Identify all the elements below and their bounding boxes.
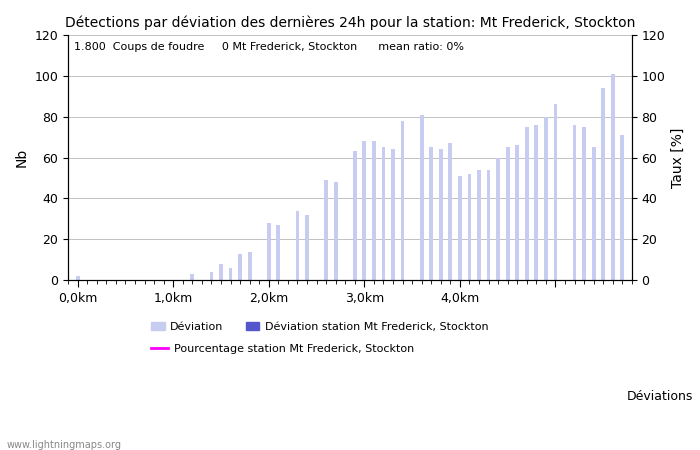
- Bar: [486, 170, 491, 280]
- Bar: [276, 225, 280, 280]
- Title: Détections par déviation des dernières 24h pour la station: Mt Frederick, Stockt: Détections par déviation des dernières 2…: [65, 15, 635, 30]
- Bar: [190, 274, 195, 280]
- Bar: [334, 182, 337, 280]
- Bar: [305, 215, 309, 280]
- Bar: [382, 147, 386, 280]
- Bar: [363, 141, 366, 280]
- Bar: [267, 223, 271, 280]
- Bar: [400, 121, 405, 280]
- Bar: [620, 135, 624, 280]
- Bar: [391, 149, 395, 280]
- Text: www.lightningmaps.org: www.lightningmaps.org: [7, 440, 122, 450]
- Bar: [477, 170, 481, 280]
- Y-axis label: Taux [%]: Taux [%]: [671, 127, 685, 188]
- Bar: [544, 117, 548, 280]
- Bar: [324, 180, 328, 280]
- Bar: [601, 88, 605, 280]
- Bar: [505, 147, 510, 280]
- Bar: [611, 74, 615, 280]
- Bar: [554, 104, 557, 280]
- Bar: [534, 125, 538, 280]
- Y-axis label: Nb: Nb: [15, 148, 29, 167]
- Bar: [420, 115, 424, 280]
- Bar: [248, 252, 251, 280]
- Bar: [515, 145, 519, 280]
- Legend: Pourcentage station Mt Frederick, Stockton: Pourcentage station Mt Frederick, Stockt…: [147, 340, 419, 359]
- Bar: [238, 254, 242, 280]
- Bar: [458, 176, 462, 280]
- Bar: [353, 152, 357, 280]
- Bar: [582, 127, 586, 280]
- Text: 1.800  Coups de foudre     0 Mt Frederick, Stockton      mean ratio: 0%: 1.800 Coups de foudre 0 Mt Frederick, St…: [74, 42, 464, 52]
- Bar: [496, 158, 500, 280]
- Text: Déviations: Déviations: [626, 391, 693, 403]
- Bar: [372, 141, 376, 280]
- Bar: [573, 125, 576, 280]
- Bar: [209, 272, 214, 280]
- Bar: [592, 147, 596, 280]
- Bar: [219, 264, 223, 280]
- Bar: [295, 211, 300, 280]
- Bar: [449, 143, 452, 280]
- Bar: [468, 174, 471, 280]
- Bar: [229, 268, 232, 280]
- Bar: [429, 147, 433, 280]
- Bar: [439, 149, 442, 280]
- Bar: [76, 276, 80, 280]
- Bar: [525, 127, 528, 280]
